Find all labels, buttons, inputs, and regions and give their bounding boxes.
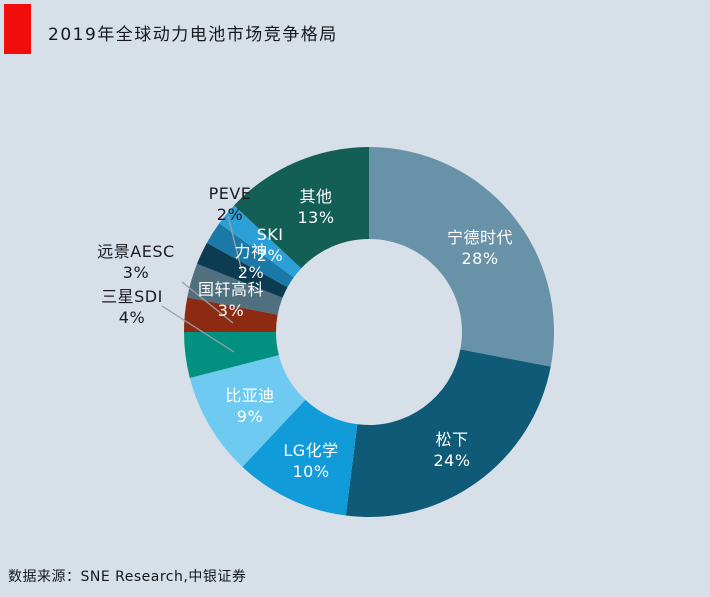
pie-label: 力神 2% bbox=[234, 241, 267, 283]
pie-label-percent: 10% bbox=[292, 462, 330, 481]
label-leader-line bbox=[227, 215, 243, 273]
pie-label-name: PEVE bbox=[208, 183, 252, 203]
pie-label-percent: 3% bbox=[122, 263, 150, 282]
pie-slice bbox=[189, 355, 306, 467]
pie-label-percent: 2% bbox=[237, 263, 265, 282]
pie-label-percent: 28% bbox=[461, 249, 499, 268]
pie-label: LG化学 10% bbox=[283, 440, 338, 482]
pie-label-name: 松下 bbox=[435, 429, 469, 449]
pie-label-name: LG化学 bbox=[283, 440, 339, 460]
pie-label-name: 其他 bbox=[299, 186, 333, 206]
pie-slice bbox=[184, 332, 279, 379]
pie-slice bbox=[206, 223, 294, 288]
pie-label: SKI 2% bbox=[257, 224, 284, 266]
pie-slice bbox=[345, 349, 551, 517]
pie-label-name: 力神 bbox=[234, 241, 268, 261]
pie-label-percent: 2% bbox=[256, 246, 284, 265]
pie-label: 国轩高科 3% bbox=[198, 279, 264, 321]
pie-label-percent: 9% bbox=[236, 407, 264, 426]
page-title: 2019年全球动力电池市场竞争格局 bbox=[48, 25, 338, 45]
pie-slice bbox=[369, 147, 555, 367]
pie-label-name: 宁德时代 bbox=[446, 227, 514, 247]
pie-slice bbox=[219, 205, 302, 278]
label-leader-line bbox=[181, 281, 234, 324]
pie-label-percent: 3% bbox=[217, 301, 245, 320]
source-note: 数据来源：SNE Research,中银证券 bbox=[8, 569, 247, 585]
pie-label-name: 国轩高科 bbox=[197, 279, 265, 299]
pie-label-percent: 24% bbox=[433, 451, 471, 470]
pie-label-percent: 2% bbox=[216, 205, 244, 224]
pie-slice bbox=[242, 399, 358, 516]
pie-label-name: 三星SDI bbox=[101, 286, 163, 306]
title-accent-bar bbox=[4, 4, 31, 54]
pie-label: 其他 13% bbox=[297, 186, 334, 228]
pie-label: 松下 24% bbox=[433, 429, 470, 471]
pie-slice bbox=[187, 263, 283, 315]
pie-label: PEVE 2% bbox=[209, 183, 252, 225]
pie-label-name: 比亚迪 bbox=[225, 385, 275, 405]
label-leader-line bbox=[161, 305, 235, 353]
pie-label-percent: 13% bbox=[297, 208, 335, 227]
pie-label: 三星SDI 4% bbox=[101, 286, 163, 328]
pie-label: 远景AESC 3% bbox=[97, 241, 174, 283]
pie-label-percent: 4% bbox=[118, 308, 146, 327]
pie-slice bbox=[234, 147, 369, 269]
pie-label: 比亚迪 9% bbox=[225, 385, 275, 427]
pie-label: 宁德时代 28% bbox=[447, 227, 513, 269]
pie-label-name: 远景AESC bbox=[97, 241, 175, 261]
pie-label-name: SKI bbox=[256, 224, 284, 244]
pie-slice bbox=[184, 297, 278, 332]
